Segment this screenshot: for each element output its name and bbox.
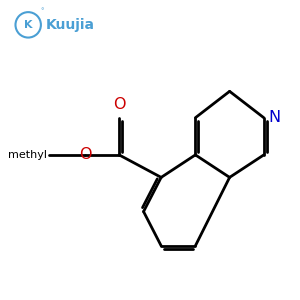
Text: Kuujia: Kuujia	[46, 18, 95, 32]
Text: methyl: methyl	[8, 150, 47, 160]
Text: K: K	[24, 20, 32, 30]
Text: °: °	[40, 8, 44, 14]
Text: N: N	[269, 110, 281, 125]
Text: O: O	[79, 147, 91, 162]
Text: O: O	[113, 97, 125, 112]
